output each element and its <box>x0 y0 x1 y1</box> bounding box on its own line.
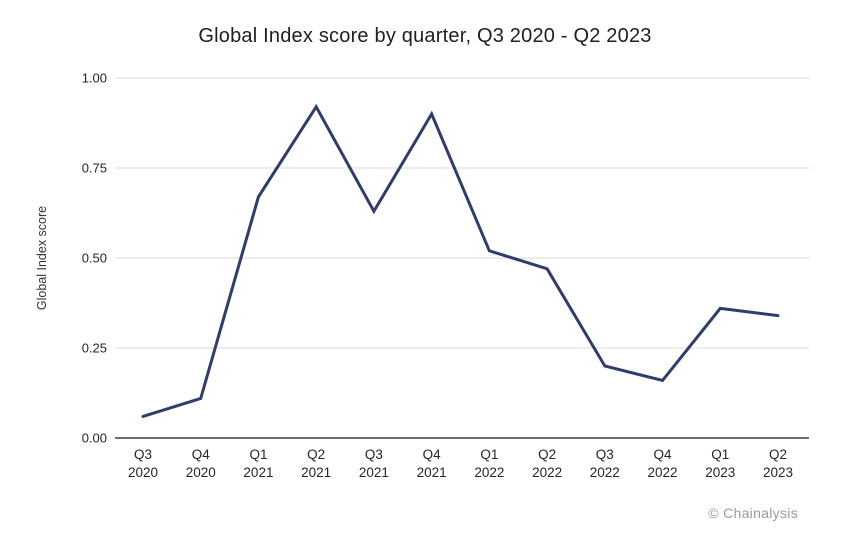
data-line <box>141 103 780 418</box>
chart-title: Global Index score by quarter, Q3 2020 -… <box>198 25 652 47</box>
attribution: © Chainalysis <box>708 505 798 521</box>
x-tick-label: Q3 2022 <box>590 447 620 480</box>
x-tick-label: Q3 2021 <box>359 447 389 480</box>
x-tick-label: Q1 2022 <box>474 447 504 480</box>
x-tick-label: Q2 2022 <box>532 447 562 480</box>
x-tick-label: Q4 2020 <box>186 447 216 480</box>
x-tick-label: Q2 2021 <box>301 447 331 480</box>
x-tick-label: Q2 2023 <box>763 447 793 480</box>
x-tick-label: Q4 2021 <box>417 447 447 480</box>
x-tick-label: Q4 2022 <box>648 447 678 480</box>
y-tick-label: 1.00 <box>82 71 107 86</box>
x-tick-label: Q1 2023 <box>705 447 735 480</box>
y-tick-label: 0.25 <box>82 341 107 356</box>
y-tick-label: 0.00 <box>82 431 107 446</box>
x-tick-label: Q1 2021 <box>243 447 273 480</box>
y-axis-title: Global Index score <box>35 206 49 310</box>
x-tick-label: Q3 2020 <box>128 447 158 480</box>
y-tick-label: 0.75 <box>82 161 107 176</box>
y-tick-label: 0.50 <box>82 251 107 266</box>
